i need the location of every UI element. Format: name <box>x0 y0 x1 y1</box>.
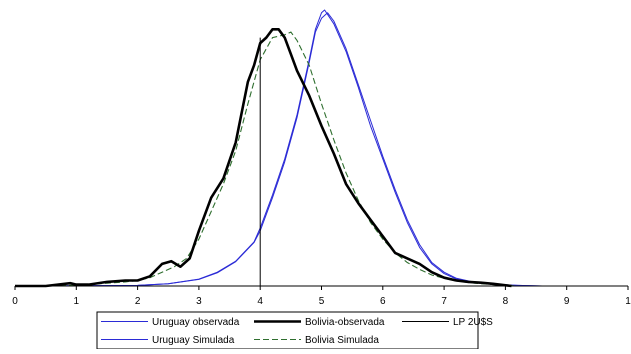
x-axis: 0 1 2 3 4 5 6 7 8 9 1 <box>12 285 631 307</box>
series-line-bolivia-observada <box>15 28 512 288</box>
series-line-uruguay-observada <box>14 9 543 287</box>
legend-label-uruguay-simulada: Uruguay Simulada <box>152 335 235 346</box>
x-tick-label: 7 <box>441 296 447 307</box>
series-line-uruguay-simulada <box>14 12 543 287</box>
legend-label-bolivia-observada: Bolivia-observada <box>305 317 385 328</box>
x-tick-label: 9 <box>564 296 570 307</box>
x-tick-label: 0 <box>12 296 18 307</box>
series-line-bolivia-simulada <box>15 31 518 287</box>
series-layer <box>14 9 543 288</box>
legend-label-bolivia-simulada: Bolivia Simulada <box>305 335 379 346</box>
legend-label-lp-2u-s: LP 2U$S <box>453 317 493 328</box>
x-tick-label: 2 <box>135 296 141 307</box>
legend-label-uruguay-observada: Uruguay observada <box>152 317 240 328</box>
x-tick-label: 1 <box>625 296 631 307</box>
x-tick-label: 1 <box>74 296 80 307</box>
legend: Uruguay observada Bolivia-observada LP 2U$… <box>96 311 493 350</box>
x-tick-label: 3 <box>196 296 202 307</box>
legend-box <box>96 311 479 350</box>
x-tick-label: 4 <box>257 296 263 307</box>
x-tick-label: 8 <box>503 296 509 307</box>
x-tick-label: 5 <box>319 296 325 307</box>
x-tick-label: 6 <box>380 296 386 307</box>
